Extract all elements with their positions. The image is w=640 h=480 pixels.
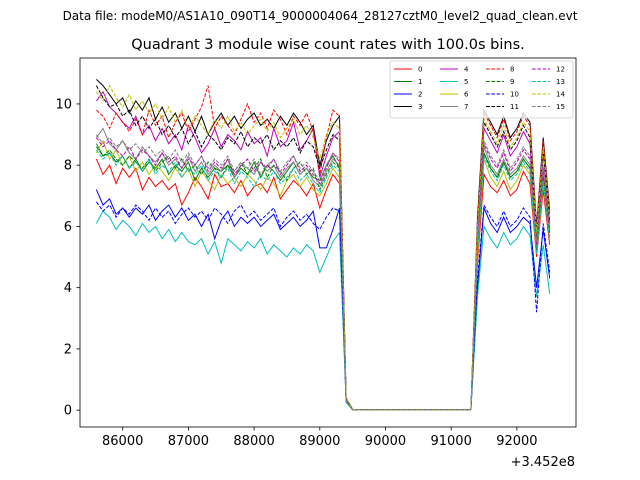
plot-series bbox=[95, 79, 551, 411]
legend-label-1: 1 bbox=[418, 78, 422, 86]
legend-label-9: 9 bbox=[510, 78, 514, 86]
legend-label-10: 10 bbox=[510, 91, 519, 99]
x-axis-offset-label: +3.452e8 bbox=[511, 455, 575, 470]
figure-suptitle: Data file: modeM0/AS1A10_090T14_90000040… bbox=[63, 9, 578, 23]
legend-label-11: 11 bbox=[510, 103, 519, 111]
x-tick-label: 86000 bbox=[102, 434, 143, 449]
series-line-14 bbox=[95, 84, 551, 411]
legend-label-4: 4 bbox=[464, 66, 469, 74]
y-tick-label: 8 bbox=[64, 159, 72, 174]
legend-label-15: 15 bbox=[556, 103, 565, 111]
series-line-10 bbox=[95, 201, 551, 411]
x-tick-label: 90000 bbox=[365, 434, 406, 449]
legend-label-12: 12 bbox=[556, 66, 565, 74]
legend-box bbox=[389, 60, 574, 119]
legend-label-14: 14 bbox=[556, 91, 565, 99]
series-line-15 bbox=[95, 134, 551, 411]
axes: 86000 87000 88000 89000 90000 91000 92000 0 2 4 6 8… bbox=[55, 57, 577, 449]
x-tick-label: 91000 bbox=[430, 434, 471, 449]
y-tick-label: 4 bbox=[64, 281, 72, 296]
y-tick-label: 10 bbox=[55, 97, 72, 112]
y-tick-label: 2 bbox=[64, 342, 72, 357]
legend-label-5: 5 bbox=[464, 78, 468, 86]
x-tick-label: 87000 bbox=[168, 434, 209, 449]
x-tick-label: 89000 bbox=[299, 434, 340, 449]
series-line-5 bbox=[95, 210, 551, 411]
y-tick-label: 0 bbox=[64, 404, 72, 419]
legend-label-3: 3 bbox=[418, 103, 422, 111]
legend-label-8: 8 bbox=[510, 66, 514, 74]
legend-label-0: 0 bbox=[418, 66, 422, 74]
axes-frame bbox=[79, 57, 577, 428]
legend-label-7: 7 bbox=[464, 103, 468, 111]
chart-title: Quadrant 3 module wise count rates with … bbox=[131, 37, 525, 53]
x-tick-label: 88000 bbox=[233, 434, 274, 449]
legend-label-13: 13 bbox=[556, 78, 565, 86]
x-tick-label: 92000 bbox=[496, 434, 537, 449]
legend-label-6: 6 bbox=[464, 91, 469, 99]
y-tick-label: 6 bbox=[64, 220, 72, 235]
legend-label-2: 2 bbox=[418, 91, 422, 99]
